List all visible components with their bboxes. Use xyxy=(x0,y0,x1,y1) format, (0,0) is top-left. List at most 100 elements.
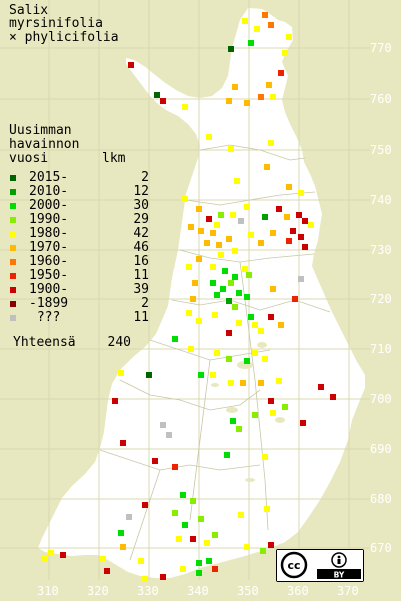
observation-marker xyxy=(242,266,248,272)
observation-marker xyxy=(258,240,264,246)
x-axis-label: 330 xyxy=(137,584,159,598)
map-title-line-3: × phylicifolia xyxy=(9,30,119,45)
legend-label: -1899 xyxy=(29,296,69,311)
legend-label: 1970- xyxy=(29,240,69,255)
observation-marker xyxy=(204,240,210,246)
observation-marker xyxy=(264,506,270,512)
observation-marker xyxy=(232,248,238,254)
observation-marker xyxy=(302,244,308,250)
observation-marker xyxy=(192,280,198,286)
observation-marker xyxy=(238,512,244,518)
observation-marker xyxy=(226,298,232,304)
legend-item: 2000- 30 xyxy=(9,199,149,213)
observation-marker xyxy=(48,550,54,556)
legend-label: 1980- xyxy=(29,226,69,241)
observation-marker xyxy=(104,568,110,574)
legend-count: 29 xyxy=(133,212,149,227)
observation-marker xyxy=(284,214,290,220)
observation-marker xyxy=(286,34,292,40)
legend-count: 16 xyxy=(133,254,149,269)
observation-marker xyxy=(300,420,306,426)
observation-marker xyxy=(298,276,304,282)
observation-marker xyxy=(302,218,308,224)
y-axis-label: 730 xyxy=(370,243,392,257)
y-axis-label: 690 xyxy=(370,442,392,456)
observation-marker xyxy=(172,464,178,470)
observation-marker xyxy=(282,50,288,56)
observation-marker xyxy=(212,532,218,538)
observation-marker xyxy=(120,544,126,550)
observation-marker xyxy=(244,204,250,210)
cc-by-license-badge[interactable]: cc BY xyxy=(276,549,364,582)
legend-swatch xyxy=(10,301,16,307)
cc-by-badge-graphic: cc BY xyxy=(277,550,363,581)
observation-marker xyxy=(262,12,268,18)
legend-item: 2010- 12 xyxy=(9,185,149,199)
observation-marker xyxy=(236,290,242,296)
observation-marker xyxy=(266,82,272,88)
observation-marker xyxy=(270,286,276,292)
observation-marker xyxy=(254,26,260,32)
legend-item: ??? 11 xyxy=(9,311,149,325)
observation-marker xyxy=(246,272,252,278)
observation-marker xyxy=(226,330,232,336)
legend-count: 30 xyxy=(133,198,149,213)
observation-marker xyxy=(248,232,254,238)
observation-marker xyxy=(198,372,204,378)
observation-marker xyxy=(196,570,202,576)
observation-marker xyxy=(214,292,220,298)
observation-marker xyxy=(182,196,188,202)
observation-marker xyxy=(214,222,220,228)
observation-marker xyxy=(264,164,270,170)
observation-marker xyxy=(270,230,276,236)
observation-marker xyxy=(282,404,288,410)
y-axis-label: 710 xyxy=(370,342,392,356)
observation-marker xyxy=(296,212,302,218)
observation-marker xyxy=(308,222,314,228)
legend-item: 1950- 11 xyxy=(9,269,149,283)
observation-marker xyxy=(210,280,216,286)
observation-marker xyxy=(188,346,194,352)
legend-total-count: 240 xyxy=(107,335,131,350)
legend-label: 1900- xyxy=(29,282,69,297)
observation-marker xyxy=(262,356,268,362)
legend-swatch xyxy=(10,245,16,251)
observation-marker xyxy=(160,98,166,104)
y-axis-label: 720 xyxy=(370,292,392,306)
observation-marker xyxy=(180,566,186,572)
legend-label: ??? xyxy=(29,310,61,325)
observation-marker xyxy=(212,566,218,572)
observation-marker xyxy=(286,238,292,244)
legend-swatch xyxy=(10,273,16,279)
observation-marker xyxy=(172,510,178,516)
observation-marker xyxy=(160,422,166,428)
observation-marker xyxy=(236,426,242,432)
y-axis-label: 740 xyxy=(370,193,392,207)
y-axis-label: 670 xyxy=(370,541,392,555)
observation-marker xyxy=(222,268,228,274)
observation-marker xyxy=(212,312,218,318)
observation-marker xyxy=(298,190,304,196)
observation-marker xyxy=(182,104,188,110)
legend-heading-2: havainnon xyxy=(9,137,80,152)
observation-marker xyxy=(198,228,204,234)
observation-marker xyxy=(206,134,212,140)
observation-marker xyxy=(258,328,264,334)
observation-marker xyxy=(196,206,202,212)
x-axis-label: 350 xyxy=(237,584,259,598)
observation-marker xyxy=(232,304,238,310)
observation-marker xyxy=(268,314,274,320)
legend-count: 42 xyxy=(133,226,149,241)
observation-marker xyxy=(180,492,186,498)
legend-count: 2 xyxy=(141,170,149,185)
legend-swatch xyxy=(10,189,16,195)
observation-points xyxy=(42,12,336,582)
x-axis-label: 310 xyxy=(37,584,59,598)
legend-item: 1980- 42 xyxy=(9,227,149,241)
observation-marker xyxy=(60,552,66,558)
legend-total-label: Yhteensä xyxy=(13,335,76,350)
legend-count: 2 xyxy=(141,296,149,311)
observation-marker xyxy=(186,264,192,270)
legend-swatch xyxy=(10,175,16,181)
